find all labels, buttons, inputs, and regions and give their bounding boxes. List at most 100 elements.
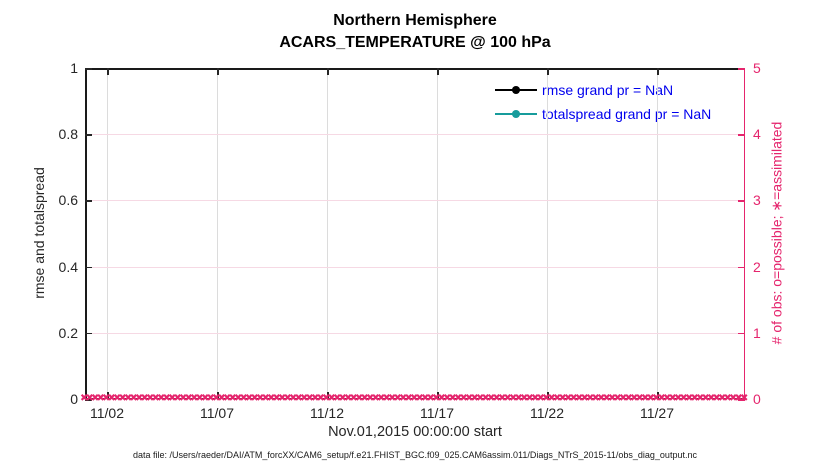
right-y-tick-label: 1 xyxy=(753,324,761,341)
obs-marker: ✖ xyxy=(553,393,562,404)
obs-marker: ✖ xyxy=(685,393,694,404)
obs-marker: ✖ xyxy=(135,393,144,404)
axis-right-line xyxy=(743,68,745,399)
x-tick-top xyxy=(547,68,549,75)
obs-marker: ✖ xyxy=(168,393,177,404)
obs-marker: ✖ xyxy=(696,393,705,404)
x-tick-bottom xyxy=(547,392,549,399)
rmse-line-sample xyxy=(495,86,537,94)
obs-marker: ✖ xyxy=(646,393,655,404)
left-y-tick xyxy=(85,266,92,269)
obs-marker: ✖ xyxy=(300,393,309,404)
obs-marker: ✖ xyxy=(448,393,457,404)
obs-marker: ✖ xyxy=(514,393,523,404)
obs-marker: ✖ xyxy=(454,393,463,404)
obs-marker: ✖ xyxy=(432,393,441,404)
legend-label-totalspread: totalspread grand pr = NaN xyxy=(542,106,712,122)
axis-left-line xyxy=(85,68,87,399)
obs-marker: ✖ xyxy=(393,393,402,404)
obs-marker: ✖ xyxy=(107,393,116,404)
x-tick-label: 11/02 xyxy=(90,405,124,421)
obs-marker: ✖ xyxy=(542,393,551,404)
right-y-tick-label: 2 xyxy=(753,258,761,275)
obs-marker: ✖ xyxy=(377,393,386,404)
obs-marker: ✖ xyxy=(547,393,556,404)
obs-marker: ✖ xyxy=(311,393,320,404)
obs-marker: ✖ xyxy=(481,393,490,404)
obs-marker: ✖ xyxy=(470,393,479,404)
right-y-tick xyxy=(738,200,745,202)
data-file-caption: data file: /Users/raeder/DAI/ATM_forcXX/… xyxy=(133,450,697,460)
obs-marker: ✖ xyxy=(476,393,485,404)
obs-marker: ✖ xyxy=(102,393,111,404)
obs-marker: ✖ xyxy=(729,393,738,404)
obs-marker: ✖ xyxy=(558,393,567,404)
obs-marker: ✖ xyxy=(492,393,501,404)
obs-marker: ✖ xyxy=(382,393,391,404)
left-y-tick xyxy=(85,68,92,70)
obs-marker: ✖ xyxy=(184,393,193,404)
obs-marker: ✖ xyxy=(635,393,644,404)
x-tick-label: 11/07 xyxy=(200,405,234,421)
obs-marker: ✖ xyxy=(597,393,606,404)
x-tick-bottom xyxy=(327,392,329,399)
y-gridline xyxy=(85,200,745,202)
x-tick-label: 11/12 xyxy=(310,405,344,421)
obs-marker: ✖ xyxy=(267,393,276,404)
x-axis-label: Nov.01,2015 00:00:00 start xyxy=(328,424,502,440)
obs-marker: ✖ xyxy=(85,393,94,404)
right-y-tick-label: 0 xyxy=(753,391,761,407)
x-tick-label: 11/17 xyxy=(420,405,454,421)
obs-marker: ✖ xyxy=(261,393,270,404)
x-gridline xyxy=(547,68,548,399)
obs-marker: ✖ xyxy=(443,393,452,404)
obs-marker: ✖ xyxy=(113,393,122,404)
left-y-tick xyxy=(85,332,92,335)
obs-marker: ✖ xyxy=(195,393,204,404)
obs-marker: ✖ xyxy=(734,393,743,404)
x-tick-top xyxy=(437,68,439,75)
obs-marker: ✖ xyxy=(421,393,430,404)
obs-marker: ✖ xyxy=(140,393,149,404)
obs-marker: ✖ xyxy=(652,393,661,404)
obs-marker: ✖ xyxy=(228,393,237,404)
obs-marker: ✖ xyxy=(624,393,633,404)
obs-marker: ✖ xyxy=(245,393,254,404)
obs-marker: ✖ xyxy=(151,393,160,404)
obs-marker: ✖ xyxy=(426,393,435,404)
left-y-tick xyxy=(85,399,92,401)
x-tick-label: 11/27 xyxy=(640,405,674,421)
left-y-tick xyxy=(85,134,92,136)
obs-marker: ✖ xyxy=(316,393,325,404)
legend-item-totalspread: totalspread grand pr = NaN xyxy=(495,102,711,126)
right-y-tick xyxy=(738,68,745,70)
obs-marker: ✖ xyxy=(190,393,199,404)
obs-marker: ✖ xyxy=(701,393,710,404)
left-y-tick-label: 1 xyxy=(70,60,78,76)
obs-marker: ✖ xyxy=(118,393,127,404)
y-gridline xyxy=(85,134,745,136)
obs-marker: ✖ xyxy=(80,393,89,404)
obs-marker: ✖ xyxy=(641,393,650,404)
x-tick-bottom xyxy=(107,392,109,399)
x-tick-top xyxy=(327,68,329,75)
obs-marker: ✖ xyxy=(360,393,369,404)
obs-marker: ✖ xyxy=(712,393,721,404)
x-tick-bottom xyxy=(437,392,439,399)
x-tick-label: 11/22 xyxy=(530,405,564,421)
obs-marker: ✖ xyxy=(305,393,314,404)
right-y-tick xyxy=(738,134,745,136)
title-block: Northern Hemisphere ACARS_TEMPERATURE @ … xyxy=(85,10,745,54)
plot-area: rmse grand pr = NaN totalspread grand pr… xyxy=(80,68,748,404)
obs-marker: ✖ xyxy=(525,393,534,404)
obs-marker: ✖ xyxy=(179,393,188,404)
obs-marker: ✖ xyxy=(465,393,474,404)
obs-marker: ✖ xyxy=(536,393,545,404)
obs-marker: ✖ xyxy=(591,393,600,404)
legend: rmse grand pr = NaN totalspread grand pr… xyxy=(495,78,711,126)
left-y-tick-label: 0 xyxy=(70,391,78,407)
obs-marker: ✖ xyxy=(619,393,628,404)
chart-subtitle: ACARS_TEMPERATURE @ 100 hPa xyxy=(279,34,551,51)
obs-marker: ✖ xyxy=(333,393,342,404)
y-gridline xyxy=(85,266,745,268)
